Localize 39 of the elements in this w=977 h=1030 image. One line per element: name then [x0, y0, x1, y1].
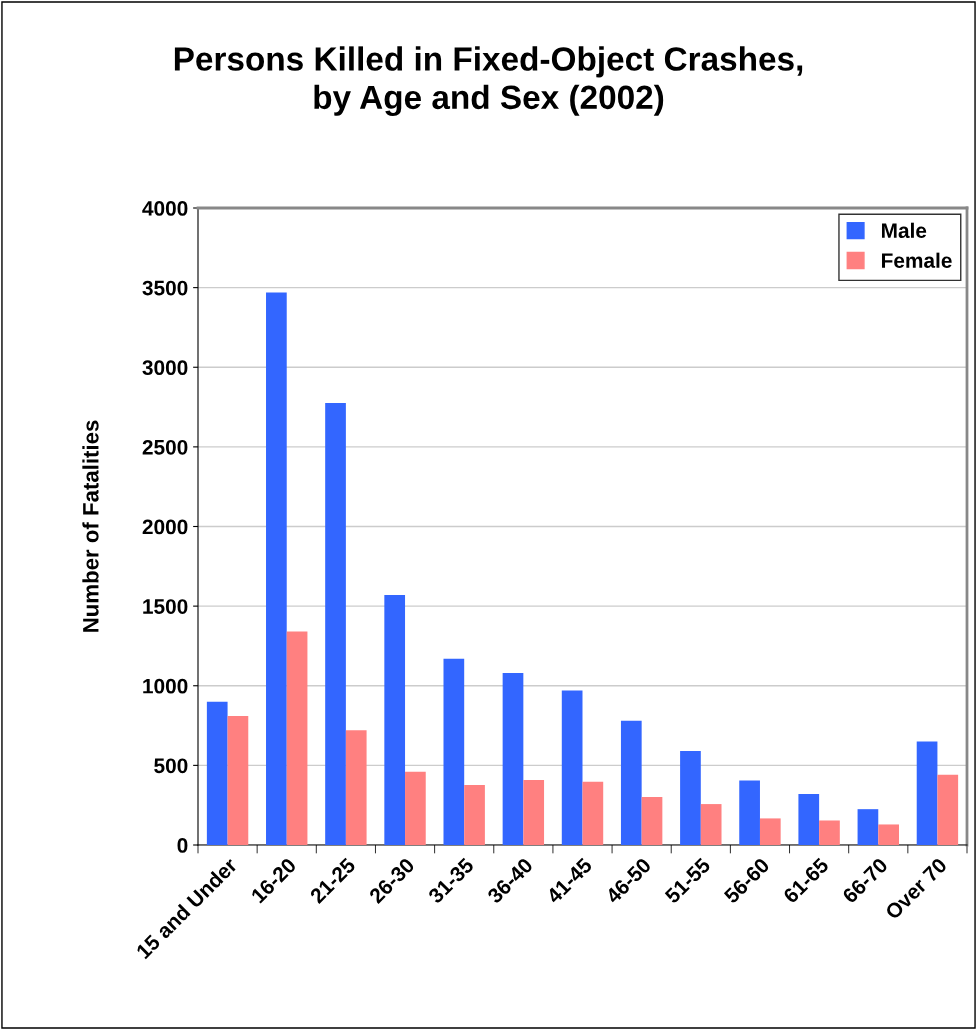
bar — [345, 730, 367, 845]
bar — [798, 794, 820, 845]
bar — [266, 292, 287, 845]
bar — [620, 720, 642, 845]
bar — [739, 780, 760, 845]
legend-label: Male — [882, 222, 927, 238]
bar — [937, 774, 959, 845]
chart-title: Persons Killed in Fixed-Object Crashes, by Age and Sex (2002) — [174, 46, 803, 116]
y-tick-label: 1000 — [143, 678, 188, 694]
y-tick-label: 3500 — [142, 280, 188, 296]
y-tick-label: 3000 — [142, 360, 188, 376]
bar — [502, 673, 524, 845]
y-tick-label: 0 — [177, 838, 188, 853]
bar — [857, 809, 879, 845]
bar — [878, 824, 899, 845]
bar — [916, 741, 938, 845]
y-tick-label: 2000 — [142, 519, 188, 535]
y-tick-label: 1500 — [143, 599, 188, 614]
y-tick-label: 4000 — [142, 201, 188, 216]
bar — [561, 690, 583, 845]
legend-label: Female — [882, 252, 952, 268]
bar — [206, 701, 228, 845]
bar — [759, 818, 781, 845]
bar — [227, 716, 249, 845]
bar — [286, 631, 308, 845]
bar — [325, 403, 346, 845]
bar — [443, 658, 465, 845]
bar — [641, 796, 663, 845]
bar — [405, 771, 426, 845]
bar — [582, 781, 604, 845]
bar — [464, 784, 485, 845]
y-axis-title: Number of Fatalities — [82, 420, 99, 632]
bar — [523, 780, 545, 845]
bar — [680, 751, 701, 845]
bar — [384, 594, 406, 845]
bar — [700, 804, 722, 845]
y-tick-label: 500 — [154, 758, 188, 774]
y-tick-label: 2500 — [142, 439, 188, 455]
bar — [819, 820, 840, 845]
